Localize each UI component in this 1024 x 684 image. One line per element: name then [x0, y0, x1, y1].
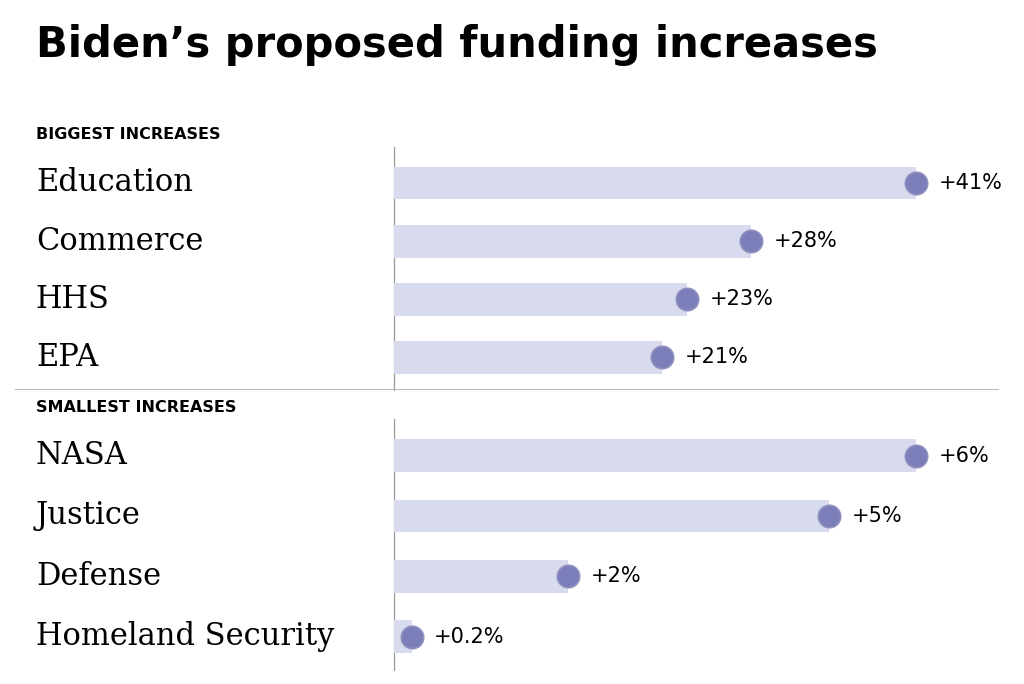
Point — [679, 294, 695, 305]
Text: +6%: +6% — [939, 446, 990, 466]
Point — [653, 352, 670, 363]
Bar — [394, 499, 829, 532]
Text: +41%: +41% — [939, 173, 1002, 193]
Text: +28%: +28% — [773, 231, 838, 251]
Text: +21%: +21% — [684, 347, 749, 367]
Bar — [394, 439, 916, 472]
Text: +2%: +2% — [591, 566, 641, 586]
Point — [821, 510, 838, 521]
Point — [403, 631, 420, 642]
Bar — [394, 283, 687, 316]
Text: SMALLEST INCREASES: SMALLEST INCREASES — [36, 400, 237, 415]
Point — [908, 177, 925, 188]
Text: Justice: Justice — [36, 501, 140, 531]
Bar — [394, 560, 568, 593]
Text: HHS: HHS — [36, 284, 110, 315]
Bar — [394, 224, 751, 258]
Bar — [394, 167, 916, 200]
Text: NASA: NASA — [36, 440, 128, 471]
Text: +5%: +5% — [852, 506, 902, 526]
Text: Education: Education — [36, 168, 193, 198]
Point — [560, 571, 577, 582]
Text: EPA: EPA — [36, 342, 98, 373]
Bar — [394, 620, 412, 653]
Bar — [394, 341, 662, 374]
Text: Commerce: Commerce — [36, 226, 203, 256]
Text: Defense: Defense — [36, 561, 161, 592]
Text: +0.2%: +0.2% — [434, 627, 505, 646]
Point — [742, 235, 759, 247]
Point — [908, 450, 925, 461]
Text: BIGGEST INCREASES: BIGGEST INCREASES — [36, 127, 220, 142]
Text: +23%: +23% — [710, 289, 773, 309]
Text: Biden’s proposed funding increases: Biden’s proposed funding increases — [36, 24, 878, 66]
Text: Homeland Security: Homeland Security — [36, 621, 334, 653]
